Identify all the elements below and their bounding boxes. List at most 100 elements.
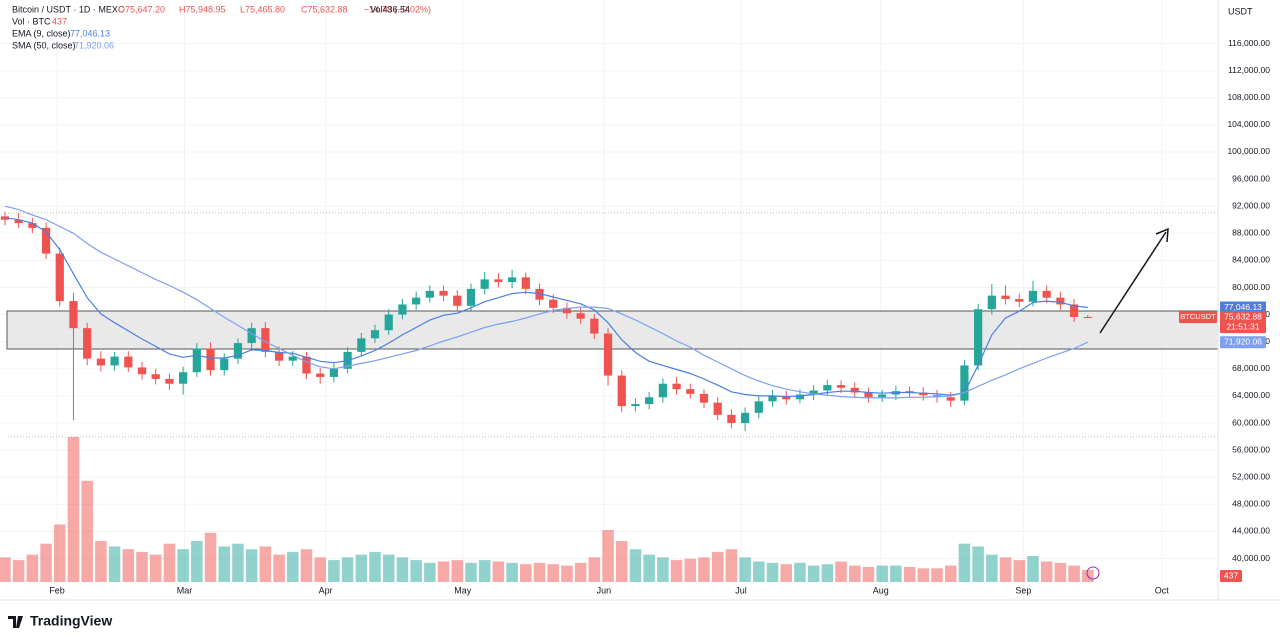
candle-body: [836, 385, 846, 388]
arrow: [1099, 231, 1167, 334]
y-tick-label: 60,000.00: [1232, 417, 1270, 427]
candle-body: [713, 402, 722, 415]
candle-body: [316, 373, 325, 377]
volume-bar: [1013, 560, 1026, 582]
volume-bar: [780, 564, 792, 582]
candle-body: [535, 288, 544, 300]
candle-body: [494, 279, 503, 283]
candle-body: [220, 358, 229, 371]
volume-bar: [396, 557, 409, 582]
candle-body: [1042, 290, 1051, 298]
candle-body: [151, 374, 160, 379]
volume-bar: [287, 551, 299, 582]
candle-body: [672, 383, 681, 390]
y-tick-label: 108,000.00: [1227, 92, 1270, 102]
volume-bar: [437, 561, 450, 582]
y-tick-label: 116,000.00: [1228, 38, 1270, 48]
volume-bar: [547, 564, 559, 582]
volume-bar: [136, 551, 148, 582]
candle-body: [1069, 304, 1079, 317]
volume-bar: [204, 532, 217, 582]
y-tick-label: 80,000.00: [1232, 282, 1270, 292]
volume-header: Vol436.54: [370, 4, 410, 14]
volume-bar: [0, 557, 11, 582]
candle-body: [137, 367, 147, 375]
arrow-head: [1155, 227, 1169, 243]
volume-bar: [876, 565, 888, 582]
symbol-badge-label: BTCUSDT: [1180, 312, 1216, 321]
candle-body: [384, 314, 393, 331]
volume-bar: [602, 530, 614, 582]
candle-body: [631, 404, 640, 407]
volume-bar: [972, 546, 984, 582]
volume-bar: [807, 565, 820, 582]
indicator-name: SMA (50, close): [12, 40, 76, 50]
candle-body: [1083, 316, 1092, 318]
symbol-title: Bitcoin / USDT · 1D · MEXC: [12, 4, 125, 14]
candle-body: [398, 304, 407, 315]
volume-title: Vol · BTC: [12, 16, 51, 26]
y-tick-label: 68,000.00: [1232, 363, 1270, 373]
candle-body: [850, 387, 859, 393]
volume-bar: [903, 566, 916, 582]
candle-body: [590, 318, 599, 334]
candle-body: [878, 394, 887, 398]
volume-bar: [684, 558, 697, 582]
candle-body: [480, 279, 489, 289]
candle-body: [69, 301, 78, 329]
volume-bar: [478, 560, 491, 582]
volume-bar: [451, 560, 464, 582]
candle-body: [165, 378, 174, 384]
volume-bar: [314, 557, 326, 582]
y-tick-label: 48,000.00: [1232, 499, 1270, 509]
candle-body: [974, 309, 983, 366]
volume-bar: [369, 551, 381, 582]
y-tick-label: 40,000.00: [1232, 553, 1270, 563]
candle-body: [960, 365, 969, 401]
volume-bar: [725, 549, 738, 582]
candle-body: [412, 297, 421, 305]
y-tick-label: 96,000.00: [1232, 173, 1270, 183]
candle-body: [864, 392, 873, 398]
volume-bar: [506, 562, 518, 582]
volume-bar: [615, 540, 628, 582]
volume-badge: [1220, 570, 1242, 582]
volume-bar: [986, 554, 998, 582]
candle-body: [686, 389, 695, 394]
volume-value: 437: [52, 16, 67, 26]
volume-bar: [766, 562, 779, 582]
candle-body: [617, 375, 626, 407]
candle-body: [946, 397, 955, 401]
volume-bar: [259, 546, 272, 582]
ohlc-label: H75,948.95: [179, 4, 226, 14]
last-price-badge: [1220, 311, 1266, 334]
indicator-line: [4, 217, 1088, 398]
candle-body: [562, 307, 572, 314]
volume-bar: [753, 561, 765, 582]
countdown: 21:51:31: [1226, 321, 1259, 331]
candle-body: [919, 392, 928, 396]
volume-badge-label: 437: [1224, 570, 1238, 580]
candle-body: [987, 295, 996, 310]
volume-bar: [67, 437, 80, 582]
volume-bar: [149, 554, 162, 582]
volume-bar: [739, 557, 751, 582]
candle-body: [795, 394, 805, 400]
ohlc-label: L75,465.80: [240, 4, 285, 14]
candle-body: [288, 356, 297, 361]
candle-body: [55, 253, 64, 302]
x-tick-label: Feb: [49, 585, 65, 595]
volume-bar: [849, 565, 861, 582]
candle-body: [41, 227, 51, 254]
alert-icon[interactable]: [1086, 566, 1100, 580]
volume-bar: [54, 524, 66, 582]
volume-bar: [163, 543, 176, 582]
volume-bar: [273, 554, 285, 582]
volume-bar: [944, 565, 957, 582]
symbol-badge: [1179, 311, 1217, 324]
candle-body: [603, 333, 613, 376]
volume-bar: [26, 554, 39, 582]
price-badge-label: 77,046.13: [1224, 302, 1262, 312]
candle-body: [14, 219, 23, 224]
